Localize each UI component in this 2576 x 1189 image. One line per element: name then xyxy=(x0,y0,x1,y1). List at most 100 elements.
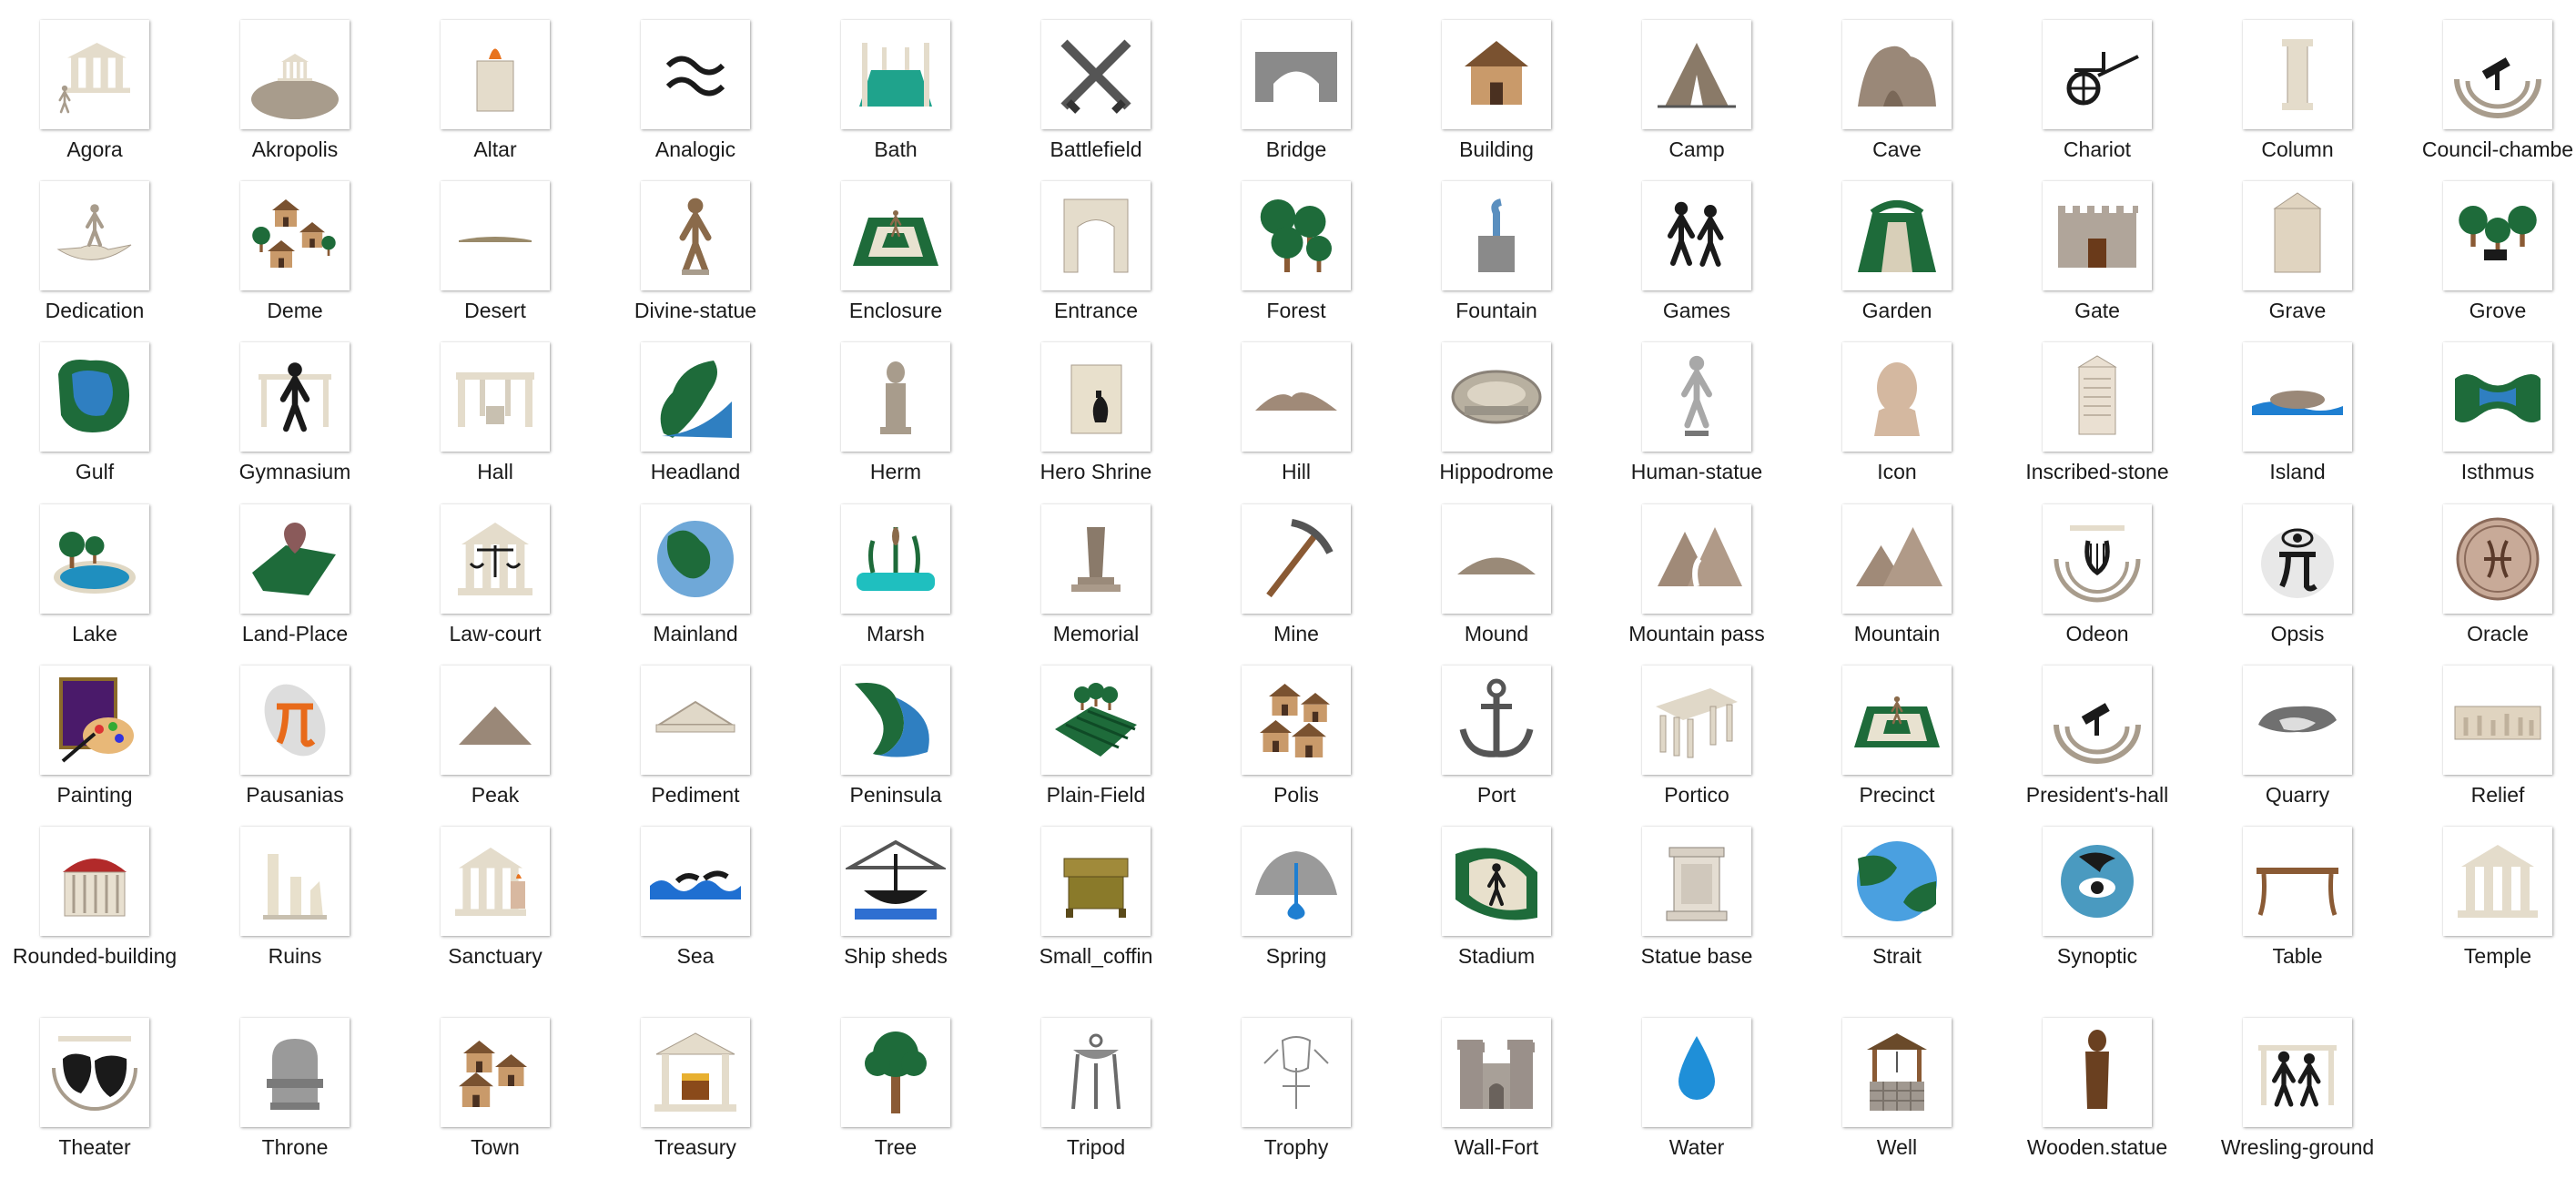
opsis-icon[interactable] xyxy=(2243,504,2352,614)
isthmus-icon[interactable] xyxy=(2443,342,2552,452)
bath-icon[interactable] xyxy=(841,20,950,129)
memorial-icon[interactable] xyxy=(1041,504,1151,614)
hall-icon[interactable] xyxy=(441,342,550,452)
trophy-icon[interactable] xyxy=(1242,1018,1351,1127)
tripod-icon[interactable] xyxy=(1041,1018,1151,1127)
statue-base-icon[interactable] xyxy=(1642,827,1751,936)
building-icon[interactable] xyxy=(1442,20,1551,129)
small-coffin-icon[interactable] xyxy=(1041,827,1151,936)
grid-item-label: Desert xyxy=(464,299,526,322)
port-icon[interactable] xyxy=(1442,666,1551,775)
mine-icon[interactable] xyxy=(1242,504,1351,614)
agora-icon[interactable] xyxy=(40,20,149,129)
rounded-building-icon[interactable] xyxy=(40,827,149,936)
grave-icon[interactable] xyxy=(2243,181,2352,290)
odeon-icon[interactable] xyxy=(2043,504,2152,614)
altar-icon[interactable] xyxy=(441,20,550,129)
land-place-icon[interactable] xyxy=(240,504,350,614)
relief-icon[interactable] xyxy=(2443,666,2552,775)
camp-icon[interactable] xyxy=(1642,20,1751,129)
sanctuary-icon[interactable] xyxy=(441,827,550,936)
fountain-icon[interactable] xyxy=(1442,181,1551,290)
forest-icon[interactable] xyxy=(1242,181,1351,290)
grid-item-label: Opsis xyxy=(2270,622,2325,645)
hero-shrine-icon[interactable] xyxy=(1041,342,1151,452)
polis-icon[interactable] xyxy=(1242,666,1351,775)
entrance-icon[interactable] xyxy=(1041,181,1151,290)
gulf-icon[interactable] xyxy=(40,342,149,452)
ship-sheds-icon[interactable] xyxy=(841,827,950,936)
mound-icon[interactable] xyxy=(1442,504,1551,614)
presidents-hall-icon[interactable] xyxy=(2043,666,2152,775)
wresling-ground-icon[interactable] xyxy=(2243,1018,2352,1127)
grid-item-label: Akropolis xyxy=(251,137,339,161)
divine-statue-icon[interactable] xyxy=(641,181,750,290)
sea-icon[interactable] xyxy=(641,827,750,936)
chariot-icon[interactable] xyxy=(2043,20,2152,129)
grid-item-label: Agora xyxy=(66,137,123,161)
temple-icon[interactable] xyxy=(2443,827,2552,936)
strait-icon[interactable] xyxy=(1842,827,1952,936)
marsh-icon[interactable] xyxy=(841,504,950,614)
law-court-icon[interactable] xyxy=(441,504,550,614)
grove-icon[interactable] xyxy=(2443,181,2552,290)
pausanias-icon[interactable] xyxy=(240,666,350,775)
herm-icon[interactable] xyxy=(841,342,950,452)
grid-item-label: Treasury xyxy=(654,1135,736,1159)
mountain-pass-icon[interactable] xyxy=(1642,504,1751,614)
grid-item-label: Grave xyxy=(2268,299,2327,322)
garden-icon[interactable] xyxy=(1842,181,1952,290)
icon-bust-icon[interactable] xyxy=(1842,342,1952,452)
grid-item-label: Mine xyxy=(1273,622,1319,645)
desert-icon[interactable] xyxy=(441,181,550,290)
portico-icon[interactable] xyxy=(1642,666,1751,775)
headland-icon[interactable] xyxy=(641,342,750,452)
hippodrome-icon[interactable] xyxy=(1442,342,1551,452)
dedication-icon[interactable] xyxy=(40,181,149,290)
ruins-icon[interactable] xyxy=(240,827,350,936)
mountain-icon[interactable] xyxy=(1842,504,1952,614)
quarry-icon[interactable] xyxy=(2243,666,2352,775)
throne-icon[interactable] xyxy=(240,1018,350,1127)
battlefield-icon[interactable] xyxy=(1041,20,1151,129)
deme-icon[interactable] xyxy=(240,181,350,290)
tree-icon[interactable] xyxy=(841,1018,950,1127)
plain-field-icon[interactable] xyxy=(1041,666,1151,775)
pediment-icon[interactable] xyxy=(641,666,750,775)
water-icon[interactable] xyxy=(1642,1018,1751,1127)
well-icon[interactable] xyxy=(1842,1018,1952,1127)
stadium-icon[interactable] xyxy=(1442,827,1551,936)
oracle-icon[interactable] xyxy=(2443,504,2552,614)
grid-item-label: Stadium xyxy=(1457,944,1536,968)
theater-icon[interactable] xyxy=(40,1018,149,1127)
enclosure-icon[interactable] xyxy=(841,181,950,290)
mainland-icon[interactable] xyxy=(641,504,750,614)
gate-icon[interactable] xyxy=(2043,181,2152,290)
grid-item-label: Well xyxy=(1876,1135,1918,1159)
grid-item-label: Battlefield xyxy=(1050,137,1142,161)
spring-icon[interactable] xyxy=(1242,827,1351,936)
human-statue-icon[interactable] xyxy=(1642,342,1751,452)
bridge-icon[interactable] xyxy=(1242,20,1351,129)
peak-icon[interactable] xyxy=(441,666,550,775)
hill-icon[interactable] xyxy=(1242,342,1351,452)
akropolis-icon[interactable] xyxy=(240,20,350,129)
games-icon[interactable] xyxy=(1642,181,1751,290)
cave-icon[interactable] xyxy=(1842,20,1952,129)
gymnasium-icon[interactable] xyxy=(240,342,350,452)
island-icon[interactable] xyxy=(2243,342,2352,452)
painting-icon[interactable] xyxy=(40,666,149,775)
wooden-statue-icon[interactable] xyxy=(2043,1018,2152,1127)
peninsula-icon[interactable] xyxy=(841,666,950,775)
inscribed-stone-icon[interactable] xyxy=(2043,342,2152,452)
town-icon[interactable] xyxy=(441,1018,550,1127)
treasury-icon[interactable] xyxy=(641,1018,750,1127)
table-icon[interactable] xyxy=(2243,827,2352,936)
precinct-icon[interactable] xyxy=(1842,666,1952,775)
wall-fort-icon[interactable] xyxy=(1442,1018,1551,1127)
lake-icon[interactable] xyxy=(40,504,149,614)
council-chamber-icon[interactable] xyxy=(2443,20,2552,129)
column-icon[interactable] xyxy=(2243,20,2352,129)
analogic-icon[interactable] xyxy=(641,20,750,129)
synoptic-icon[interactable] xyxy=(2043,827,2152,936)
